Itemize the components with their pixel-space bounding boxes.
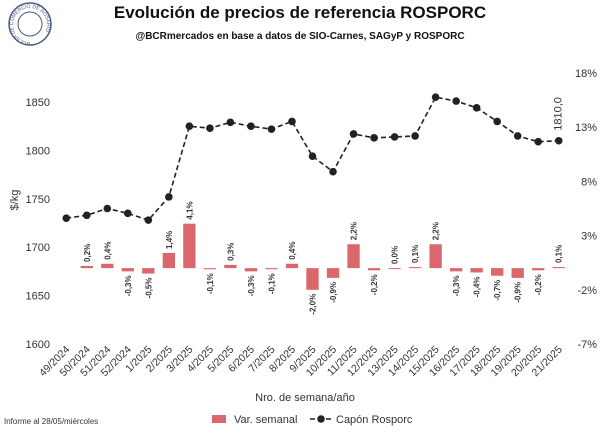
data-label: -0,2%	[370, 274, 379, 295]
line-point	[288, 117, 296, 126]
data-label: -0,4%	[473, 276, 482, 297]
y-tick-label: 1800	[26, 145, 50, 157]
bar	[532, 268, 545, 271]
data-label: 0,1%	[411, 245, 420, 263]
data-label: -2,0%	[309, 294, 318, 315]
y2-tick-label: -2%	[577, 285, 597, 297]
line-point	[472, 104, 481, 112]
line-point	[554, 136, 563, 145]
data-label: 0,4%	[103, 242, 112, 260]
y-tick-label: 1700	[26, 242, 50, 254]
line-point	[124, 209, 132, 218]
bar	[80, 265, 93, 269]
y2-tick-label: 3%	[581, 231, 597, 243]
logo-inner	[17, 11, 43, 37]
line-point	[534, 137, 543, 146]
bar	[101, 263, 114, 269]
data-label: 0,1%	[555, 245, 564, 263]
bar	[429, 244, 442, 269]
line-point	[370, 134, 378, 142]
line-point	[493, 117, 501, 126]
legend-marker	[317, 415, 325, 423]
bar	[408, 267, 422, 269]
line-point	[226, 118, 235, 127]
line-point	[62, 214, 71, 222]
y2-tick-label: -7%	[577, 339, 597, 351]
data-label: 2,2%	[350, 222, 359, 240]
legend-label: Var. semanal	[234, 414, 297, 426]
bar	[183, 223, 196, 269]
line-point	[452, 97, 460, 105]
line-point	[185, 122, 194, 131]
data-label: 0,3%	[226, 243, 235, 261]
bar	[121, 268, 134, 272]
bar	[244, 268, 258, 272]
data-label: -0,3%	[452, 275, 461, 296]
data-label: 1810,0	[553, 97, 565, 131]
bar	[367, 268, 381, 271]
line-point	[206, 124, 214, 132]
line-point	[431, 93, 440, 101]
bar	[470, 268, 483, 273]
y-tick-label: 1750	[26, 194, 50, 206]
legend-swatch	[212, 415, 226, 423]
data-label: 0,2%	[83, 244, 92, 262]
bar	[224, 264, 237, 269]
data-label: -0,2%	[534, 274, 543, 295]
bar	[142, 268, 155, 274]
y-tick-label: 1650	[26, 291, 50, 303]
line-point	[103, 204, 112, 213]
line-point	[390, 133, 399, 141]
data-label: 0,0%	[391, 246, 400, 264]
bar	[511, 268, 524, 278]
chart-subtitle: @BCRmercados en base a datos de SIO-Carn…	[135, 31, 464, 42]
bar	[491, 268, 504, 276]
data-label: -0,9%	[514, 282, 523, 303]
bar	[306, 268, 319, 290]
data-label: -0,1%	[206, 273, 215, 294]
y2-tick-label: 13%	[575, 122, 597, 134]
bar	[162, 252, 176, 269]
chart-title: Evolución de precios de referencia ROSPO…	[114, 3, 486, 22]
logo	[8, 2, 52, 46]
data-label: 1,4%	[165, 231, 174, 249]
line-point	[144, 216, 153, 224]
line-point	[513, 132, 522, 140]
line-point	[82, 211, 91, 220]
data-label: 2,2%	[432, 222, 441, 240]
line-point	[411, 132, 419, 140]
data-label: -0,1%	[267, 273, 276, 294]
line-point	[308, 152, 317, 161]
line-point	[267, 125, 276, 133]
data-label: -0,3%	[247, 275, 256, 296]
y2-tick-label: 18%	[575, 68, 597, 80]
data-label: -0,9%	[329, 282, 338, 303]
data-label: -0,3%	[124, 275, 133, 296]
bar	[347, 244, 360, 269]
data-label: 0,4%	[288, 242, 297, 260]
bar	[203, 268, 217, 270]
bar	[265, 268, 278, 270]
y-tick-label: 1850	[26, 97, 50, 109]
x-axis-label: Nro. de semana/año	[255, 392, 355, 404]
line-point	[247, 122, 255, 131]
footnote: Informe al 28/05/miércoles	[4, 417, 98, 426]
line-point	[349, 130, 358, 138]
line-point	[165, 193, 173, 201]
data-label: -0,7%	[493, 280, 502, 301]
y2-tick-label: 8%	[581, 176, 597, 188]
bar	[449, 268, 463, 272]
bar	[326, 268, 340, 278]
legend-label: Capón Rosporc	[336, 414, 413, 426]
bar	[285, 263, 299, 269]
line-point	[329, 167, 337, 176]
bar	[552, 267, 565, 269]
y-tick-label: 1600	[26, 339, 50, 351]
y-axis-label: $/kg	[9, 190, 21, 211]
data-label: -0,5%	[144, 278, 153, 299]
data-label: 4,1%	[185, 201, 194, 219]
bar	[388, 268, 401, 270]
